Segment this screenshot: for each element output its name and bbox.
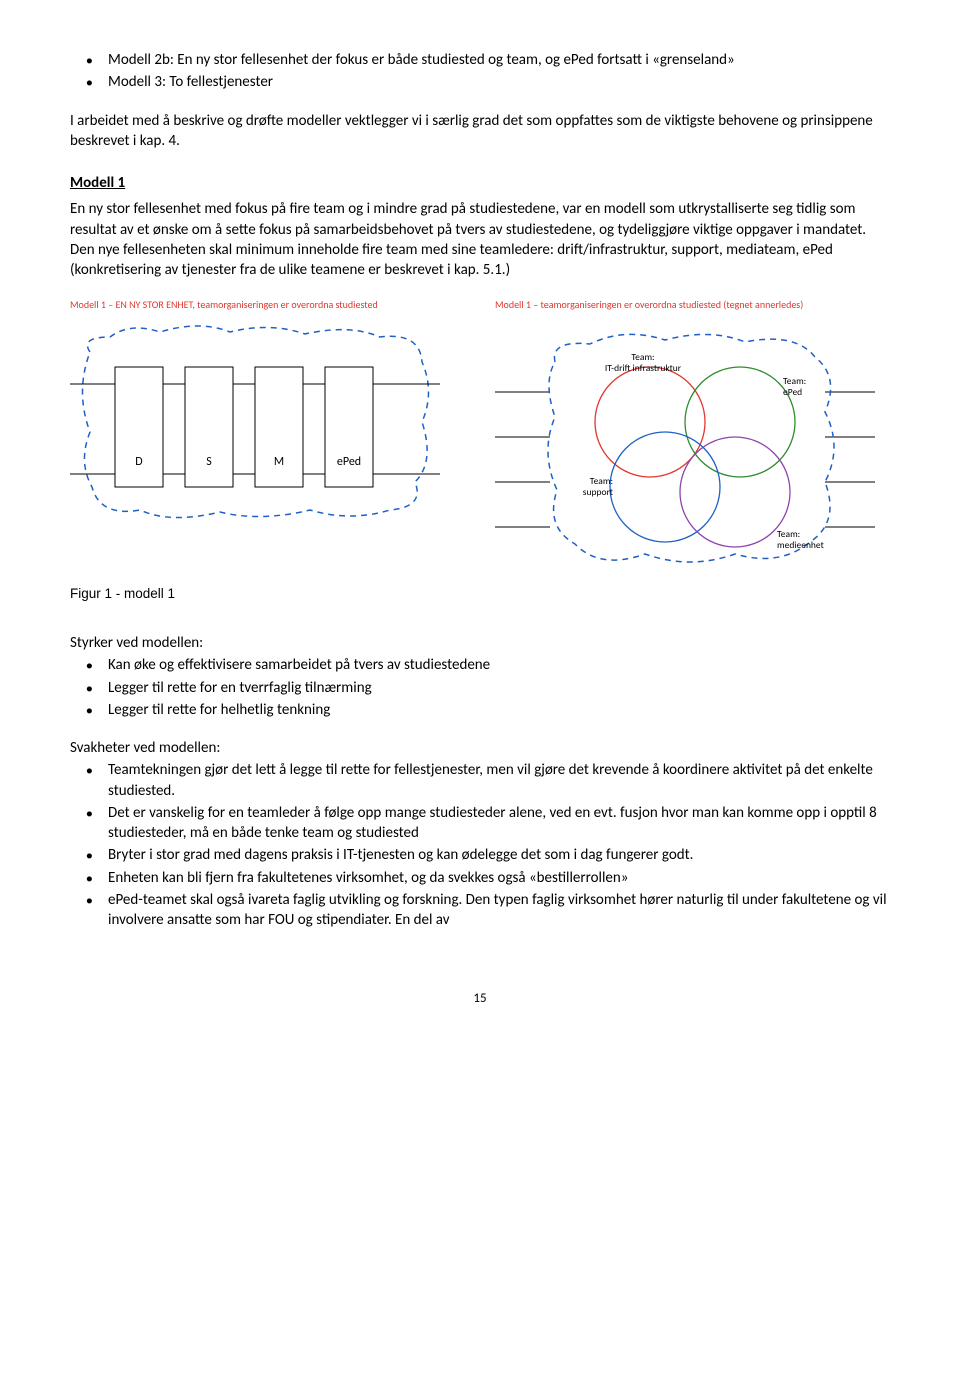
svg-text:ePed: ePed [783,386,802,398]
list-item: Kan øke og effektivisere samarbeidet på … [108,655,890,675]
svg-text:support: support [583,486,614,498]
diagram2-title: Modell 1 – teamorganiseringen er overord… [495,298,890,312]
svg-text:S: S [206,455,212,469]
weaknesses-heading: Svakheter ved modellen: [70,738,890,758]
diagram2-svg: Team:IT-drift infrastrukturTeam:ePedTeam… [495,322,875,577]
diagram1-title: Modell 1 – EN NY STOR ENHET, teamorganis… [70,298,465,312]
page-number: 15 [70,990,890,1008]
weaknesses-list: Teamtekningen gjør det lett å legge til … [70,760,890,930]
list-item: Modell 2b: En ny stor fellesenhet der fo… [108,50,890,70]
diagram-right: Modell 1 – teamorganiseringen er overord… [495,298,890,583]
model1-heading: Modell 1 [70,173,890,193]
list-item: Det er vanskelig for en teamleder å følg… [108,803,890,844]
svg-text:IT-drift infrastruktur: IT-drift infrastruktur [605,362,682,374]
diagrams-row: Modell 1 – EN NY STOR ENHET, teamorganis… [70,298,890,583]
list-item: Bryter i stor grad med dagens praksis i … [108,845,890,865]
list-item: Modell 3: To fellestjenester [108,72,890,92]
list-item: Legger til rette for helhetlig tenkning [108,700,890,720]
list-item: Teamtekningen gjør det lett å legge til … [108,760,890,801]
svg-text:D: D [135,455,142,469]
list-item: Enheten kan bli fjern fra fakultetenes v… [108,868,890,888]
svg-text:M: M [274,455,284,469]
top-bullet-list: Modell 2b: En ny stor fellesenhet der fo… [70,50,890,93]
intro-paragraph: I arbeidet med å beskrive og drøfte mode… [70,111,890,152]
list-item: ePed-teamet skal også ivareta faglig utv… [108,890,890,931]
strengths-list: Kan øke og effektivisere samarbeidet på … [70,655,890,720]
list-item: Legger til rette for en tverrfaglig tiln… [108,678,890,698]
strengths-heading: Styrker ved modellen: [70,633,890,653]
diagram-left: Modell 1 – EN NY STOR ENHET, teamorganis… [70,298,465,538]
svg-text:medieenhet: medieenhet [777,539,825,551]
model1-paragraph: En ny stor fellesenhet med fokus på fire… [70,199,890,280]
figure-caption: Figur 1 - modell 1 [70,585,890,603]
svg-text:ePed: ePed [337,455,361,469]
diagram1-svg: D S MePed [70,322,440,532]
